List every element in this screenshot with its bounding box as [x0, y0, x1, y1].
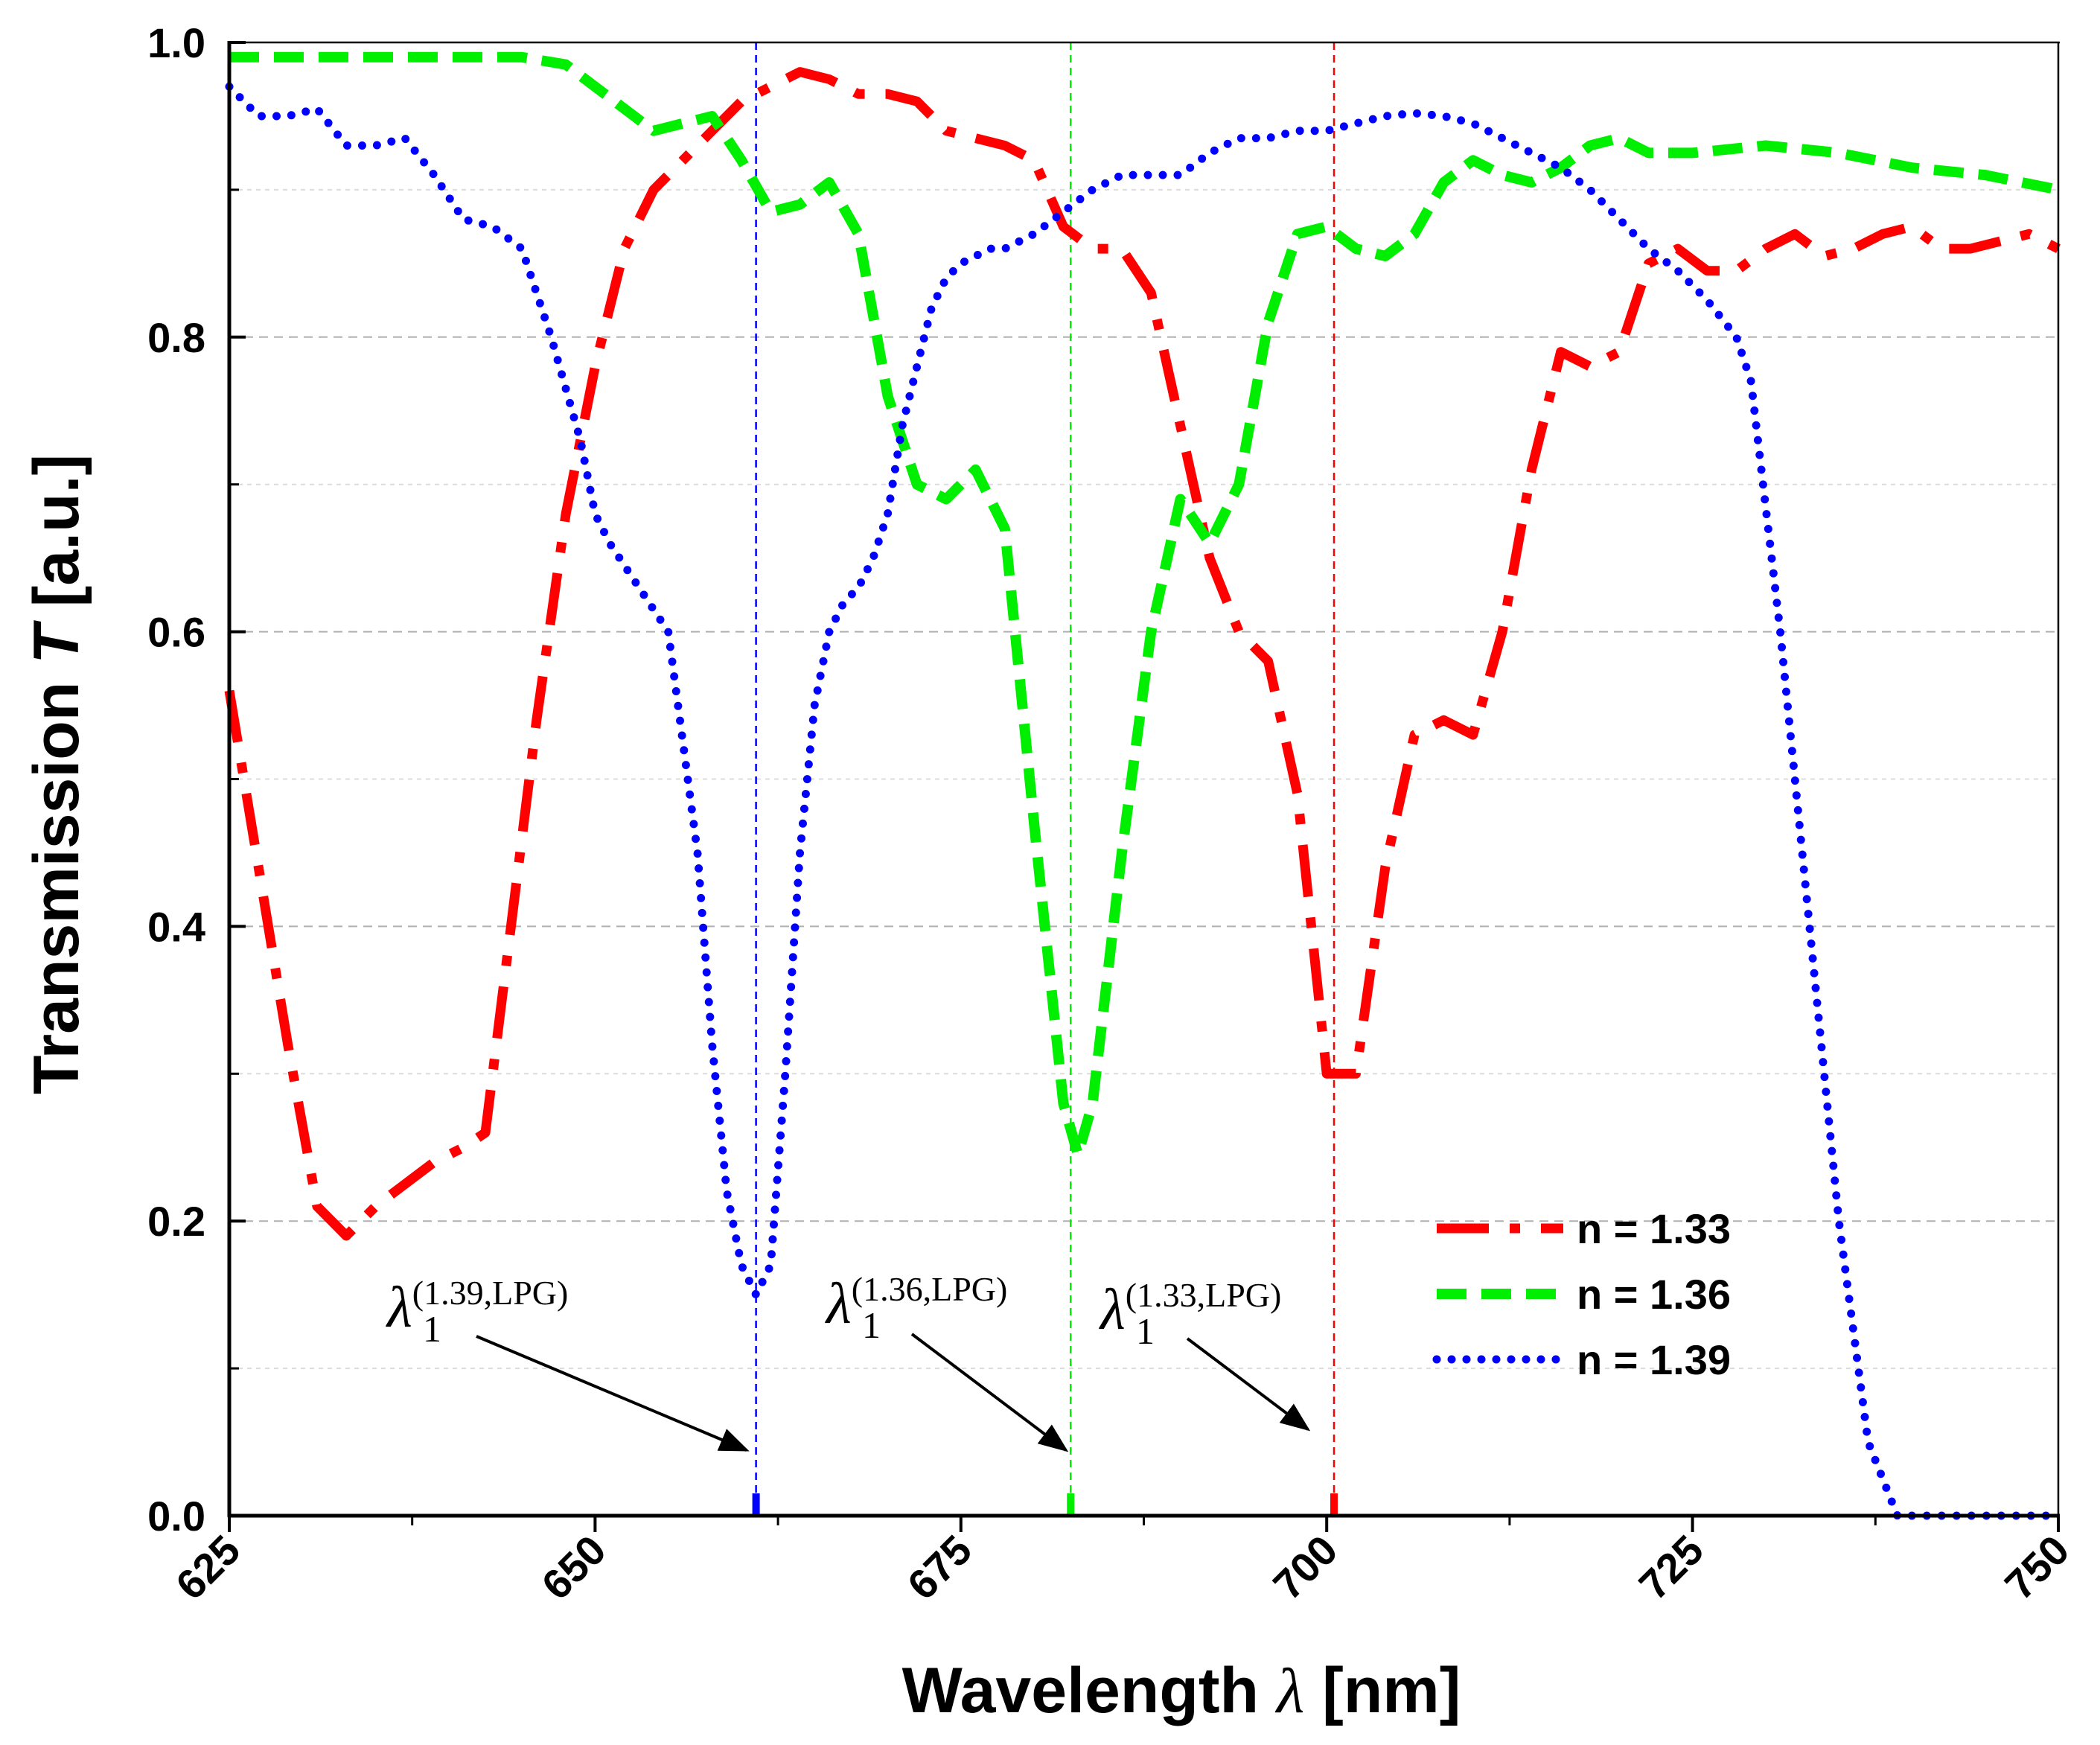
resonance-label-symbol: λ [386, 1275, 412, 1339]
resonance-label-sup: (1.36,LPG) [852, 1270, 1008, 1308]
y-tick-label: 0.2 [147, 1198, 205, 1245]
y-axis-title-text: Transmission [21, 682, 92, 1094]
y-tick-label: 0.0 [147, 1493, 205, 1540]
resonance-label: λ(1.33,LPG) [1099, 1276, 1281, 1342]
y-tick-label: 0.4 [147, 903, 205, 950]
resonance-label-symbol: λ [825, 1271, 852, 1336]
resonance-label-sub: 1 [1136, 1310, 1155, 1352]
resonance-arrow [476, 1335, 750, 1452]
resonance-label-sub: 1 [423, 1308, 441, 1350]
series-lines [224, 51, 2063, 1520]
resonance-arrow [1186, 1337, 1311, 1432]
grid-lines [229, 42, 2058, 1370]
legend-label: n = 1.33 [1577, 1205, 1731, 1252]
resonance-label: λ(1.36,LPG) [825, 1270, 1007, 1336]
x-tick-label: 650 [532, 1526, 615, 1609]
y-axis-title-symbol: T [21, 620, 92, 664]
resonance-label-symbol: λ [1099, 1277, 1126, 1342]
x-tick-label: 725 [1630, 1526, 1712, 1609]
y-axis-title-unit: [a.u.] [21, 454, 92, 607]
axes [227, 41, 2060, 1532]
series-line [224, 67, 2061, 1241]
series-line [229, 51, 2060, 1161]
legend-label: n = 1.39 [1577, 1336, 1731, 1383]
resonance-axis-marker [752, 1493, 760, 1516]
y-axis-title: Transmission T [a.u.] [21, 454, 92, 1094]
series-line [225, 82, 2063, 1520]
resonance-label-sup: (1.33,LPG) [1126, 1276, 1282, 1314]
x-tick-label: 750 [1996, 1526, 2078, 1609]
y-tick-label: 0.8 [147, 314, 205, 361]
resonance-label: λ(1.39,LPG) [386, 1274, 568, 1339]
y-tick-label: 1.0 [147, 19, 205, 66]
x-axis-title-symbol: λ [1274, 1655, 1304, 1726]
resonance-label-sub: 1 [862, 1304, 881, 1346]
resonance-axis-marker [1330, 1493, 1338, 1516]
annotations: λ(1.39,LPG)1 λ(1.36,LPG)1 λ(1.33,LPG)1 [386, 1270, 1311, 1452]
y-tick-label: 0.6 [147, 609, 205, 656]
resonance-label-sup: (1.39,LPG) [412, 1274, 569, 1312]
resonance-arrow [910, 1333, 1069, 1452]
resonance-axis-marker [1067, 1493, 1075, 1516]
legend: n = 1.33 n = 1.36 n = 1.39 [1432, 1205, 1731, 1383]
x-tick-label: 700 [1264, 1526, 1347, 1609]
vertical-markers [752, 42, 1338, 1516]
x-tick-label: 675 [899, 1526, 981, 1609]
x-axis-title-unit: [nm] [1322, 1655, 1461, 1726]
legend-label: n = 1.36 [1577, 1271, 1731, 1318]
x-axis-title: Wavelength λ [nm] [902, 1655, 1461, 1726]
x-axis-title-text: Wavelength [902, 1655, 1259, 1726]
